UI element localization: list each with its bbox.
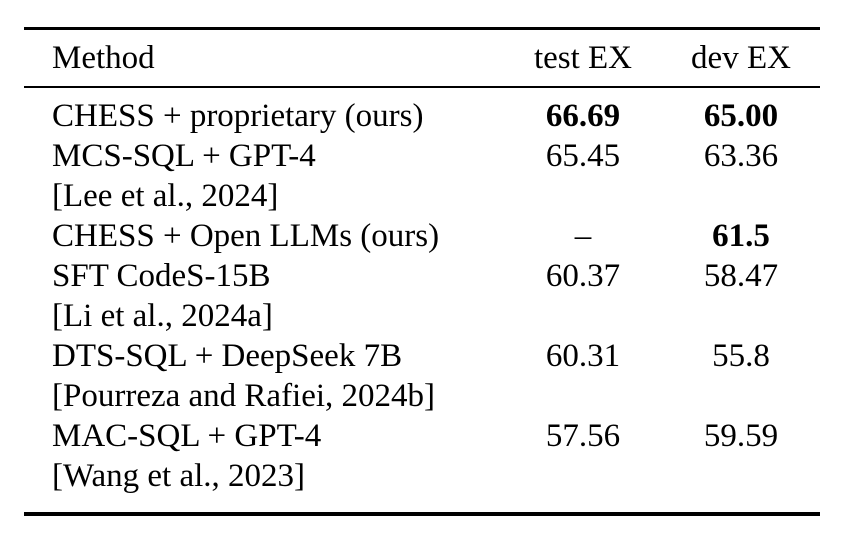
table-row: MAC-SQL + GPT-4 57.56 59.59 (24, 416, 820, 456)
test-ex-cell (504, 456, 662, 496)
test-ex-cell: 60.31 (545, 338, 621, 374)
method-cell: SFT CodeS-15B (52, 258, 271, 294)
method-cell: DTS-SQL + DeepSeek 7B (52, 338, 403, 374)
table-row: CHESS + Open LLMs (ours) – 61.5 (24, 216, 820, 256)
column-header-test-ex: test EX (533, 39, 633, 76)
dev-ex-cell: 59.59 (703, 418, 779, 454)
test-ex-cell: 57.56 (545, 418, 621, 454)
test-ex-cell (504, 296, 662, 336)
table-row: MCS-SQL + GPT-4 65.45 63.36 (24, 136, 820, 176)
column-header-method: Method (52, 39, 155, 76)
dev-ex-cell: 55.8 (712, 338, 770, 374)
table-body: CHESS + proprietary (ours) 66.69 65.00 M… (24, 88, 820, 512)
method-cell: [Li et al., 2024a] (52, 298, 273, 334)
dev-ex-cell (662, 456, 820, 496)
dev-ex-cell (662, 376, 820, 416)
table-top-rule (24, 27, 820, 30)
method-cell: [Wang et al., 2023] (52, 458, 306, 494)
dev-ex-cell: 63.36 (703, 138, 779, 174)
dev-ex-cell: 65.00 (703, 98, 779, 134)
table-header-rule (24, 86, 820, 88)
table-row: [Pourreza and Rafiei, 2024b] (24, 376, 820, 416)
test-ex-cell: – (574, 218, 592, 254)
dev-ex-cell (662, 296, 820, 336)
table-row: SFT CodeS-15B 60.37 58.47 (24, 256, 820, 296)
dev-ex-cell: 58.47 (703, 258, 779, 294)
table-row: DTS-SQL + DeepSeek 7B 60.31 55.8 (24, 336, 820, 376)
table-row: CHESS + proprietary (ours) 66.69 65.00 (24, 96, 820, 136)
method-cell: [Lee et al., 2024] (52, 178, 279, 214)
dev-ex-cell (662, 176, 820, 216)
method-cell: CHESS + Open LLMs (ours) (52, 218, 440, 254)
table-row: [Wang et al., 2023] (24, 456, 820, 496)
table-bottom-rule (24, 512, 820, 516)
method-cell: MCS-SQL + GPT-4 (52, 138, 316, 174)
test-ex-cell (504, 176, 662, 216)
results-table: Method test EX dev EX CHESS + proprietar… (24, 27, 820, 516)
dev-ex-cell: 61.5 (712, 218, 770, 254)
table-row: [Li et al., 2024a] (24, 296, 820, 336)
table-row: [Lee et al., 2024] (24, 176, 820, 216)
column-header-dev-ex: dev EX (691, 39, 791, 76)
test-ex-cell: 66.69 (545, 98, 621, 134)
test-ex-cell: 65.45 (545, 138, 621, 174)
method-cell: MAC-SQL + GPT-4 (52, 418, 322, 454)
method-cell: CHESS + proprietary (ours) (52, 98, 424, 134)
method-cell: [Pourreza and Rafiei, 2024b] (52, 378, 436, 414)
test-ex-cell (504, 376, 662, 416)
table-header-row: Method test EX dev EX (24, 30, 820, 86)
test-ex-cell: 60.37 (545, 258, 621, 294)
